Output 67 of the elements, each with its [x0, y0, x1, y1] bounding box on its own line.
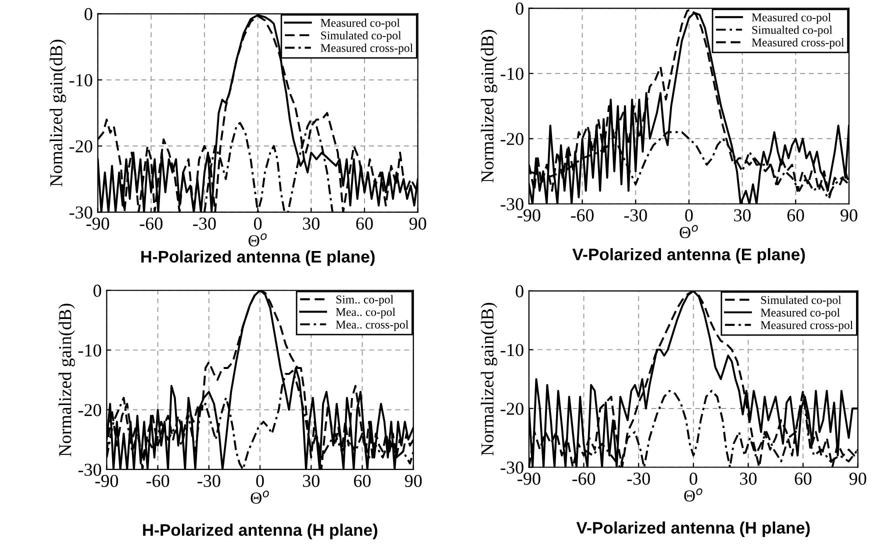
y-axis-title: Normalized gain(dB)	[58, 304, 75, 456]
x-tick-label: 30	[734, 209, 751, 222]
y-tick-label: -20	[70, 140, 92, 152]
legend-label: Measured cross-pol	[760, 320, 853, 332]
x-tick-label: -60	[572, 472, 596, 485]
y-tick-label: -10	[500, 344, 524, 356]
x-tick-label: -60	[570, 209, 594, 222]
x-tick-label: 60	[356, 218, 373, 230]
y-tick-label: -30	[78, 464, 102, 476]
y-axis-title: Normalized gain(dB)	[480, 302, 498, 456]
x-tick-label: 60	[787, 209, 804, 222]
text: V-Polarized antenna (H plane)	[576, 521, 810, 538]
x-tick-label: 60	[794, 472, 812, 485]
text: H-Polarized antenna (H plane)	[143, 524, 378, 540]
x-axis-title: Θ$^{o}$	[684, 488, 702, 502]
legend-label: Mea.. co-pol	[336, 308, 396, 318]
legend-label: Measured co-pol	[320, 18, 400, 30]
x-tick-label: 0	[685, 209, 693, 222]
x-tick-label: 0	[254, 218, 262, 230]
legend-label: Simualted co-pol	[752, 26, 832, 36]
y-axis-title: Normalized gain(dB)	[480, 30, 498, 183]
text: V-Polarized antenna (E plane)	[572, 248, 805, 264]
x-axis-title: Θ$^{o}$	[250, 490, 269, 504]
x-tick-label: 0	[690, 472, 698, 485]
legend-label: Simulated co-pol	[761, 296, 842, 306]
legend-label: Simulated co-pol	[321, 31, 402, 42]
y-tick-label: -10	[70, 74, 92, 86]
y-tick-label: -30	[500, 198, 524, 210]
x-tick-label: 30	[302, 474, 320, 488]
y-tick-label: -30	[500, 462, 524, 474]
legend-label: Mea.. cross-pol	[336, 320, 408, 331]
x-tick-label: -30	[193, 218, 216, 230]
x-axis-title: Θ$^{o}$	[680, 225, 698, 238]
y-tick-label: 0	[84, 8, 92, 20]
legend-label: Measured cross-pol	[752, 38, 844, 49]
y-tick-label: 0	[93, 284, 102, 297]
y-tick-label: -20	[500, 402, 524, 415]
x-tick-label: 90	[404, 474, 422, 488]
y-tick-label: -10	[78, 344, 102, 357]
x-tick-label: 30	[302, 218, 320, 230]
x-tick-label: -30	[627, 472, 650, 485]
y-tick-label: -20	[78, 404, 102, 416]
legend-label: Measured co-pol	[760, 308, 840, 319]
legend-label: Measured cross-pol	[320, 44, 413, 54]
x-tick-label: 30	[740, 472, 757, 485]
y-tick-label: -10	[500, 68, 524, 80]
y-tick-label: 0	[516, 2, 524, 15]
x-tick-label: -90	[518, 209, 540, 222]
x-tick-label: -90	[86, 218, 110, 230]
x-tick-label: -90	[518, 472, 540, 485]
legend-label: Measured co-pol	[752, 13, 831, 24]
x-tick-label: 0	[256, 474, 264, 488]
x-tick-label: 90	[409, 218, 426, 230]
x-tick-label: 90	[849, 472, 866, 485]
x-tick-label: -90	[95, 474, 118, 488]
legend-label: Sim.. co-pol	[336, 295, 394, 306]
y-tick-label: -20	[500, 132, 524, 146]
x-tick-label: -60	[140, 218, 162, 230]
x-tick-label: -30	[198, 474, 220, 488]
x-tick-label: 60	[354, 474, 371, 488]
x-tick-label: 90	[840, 209, 858, 222]
text: H-Polarized antenna (E plane)	[141, 250, 375, 266]
x-tick-label: -60	[146, 474, 170, 488]
y-axis-title: Nomalized gain(dB)	[50, 40, 66, 186]
x-tick-label: -30	[624, 209, 647, 222]
y-tick-label: 0	[516, 285, 524, 298]
x-axis-title: Θ$^{o}$	[248, 233, 267, 246]
